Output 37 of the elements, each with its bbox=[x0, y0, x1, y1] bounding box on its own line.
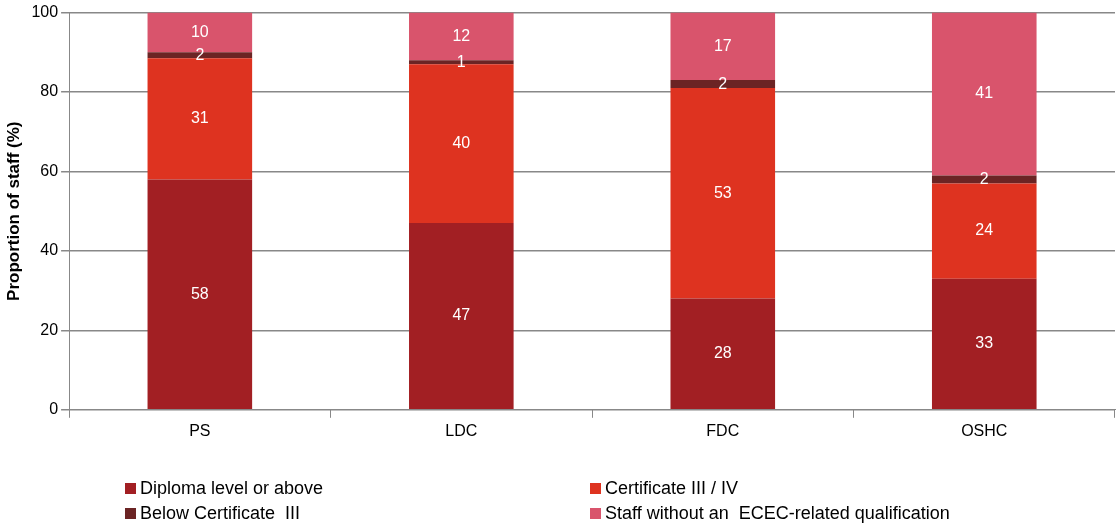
y-tick-label: 80 bbox=[40, 82, 59, 100]
bar bbox=[147, 58, 253, 180]
x-tick-label: PS bbox=[189, 421, 211, 439]
data-label: 24 bbox=[975, 221, 994, 239]
y-tick-label: 20 bbox=[40, 320, 59, 338]
data-label: 12 bbox=[452, 26, 471, 44]
data-label: 10 bbox=[190, 22, 209, 40]
data-label: 28 bbox=[713, 344, 732, 362]
y-tick-label: 60 bbox=[40, 161, 59, 179]
data-label: 2 bbox=[979, 169, 989, 187]
y-tick-label: 100 bbox=[31, 3, 59, 21]
data-label: 31 bbox=[190, 109, 209, 127]
data-label: 17 bbox=[713, 36, 732, 54]
bar bbox=[670, 88, 776, 299]
data-label: 41 bbox=[975, 84, 994, 102]
legend-label: Staff without an ECEC-related qualification bbox=[605, 503, 950, 524]
data-label: 33 bbox=[975, 334, 994, 352]
y-axis-title: Proportion of staff (%) bbox=[3, 121, 23, 301]
legend-label: Below Certificate III bbox=[140, 503, 301, 524]
x-tick-label: FDC bbox=[706, 421, 740, 439]
x-tick-label: OSHC bbox=[961, 421, 1008, 439]
y-tick-label: 40 bbox=[40, 241, 59, 259]
bar bbox=[670, 298, 776, 410]
data-label: 58 bbox=[190, 284, 209, 302]
legend-label: Diploma level or above bbox=[140, 478, 324, 499]
bar bbox=[931, 183, 1037, 279]
data-label: 2 bbox=[195, 45, 205, 63]
data-label: 40 bbox=[452, 134, 471, 152]
data-label: 2 bbox=[718, 74, 728, 92]
data-label: 47 bbox=[452, 306, 471, 324]
data-label: 53 bbox=[713, 183, 732, 201]
bar bbox=[931, 278, 1037, 410]
bar bbox=[147, 179, 253, 410]
y-tick-label: 0 bbox=[49, 400, 59, 418]
bar bbox=[409, 223, 514, 410]
legend-label: Certificate III / IV bbox=[605, 478, 739, 499]
x-tick-label: LDC bbox=[445, 421, 478, 439]
